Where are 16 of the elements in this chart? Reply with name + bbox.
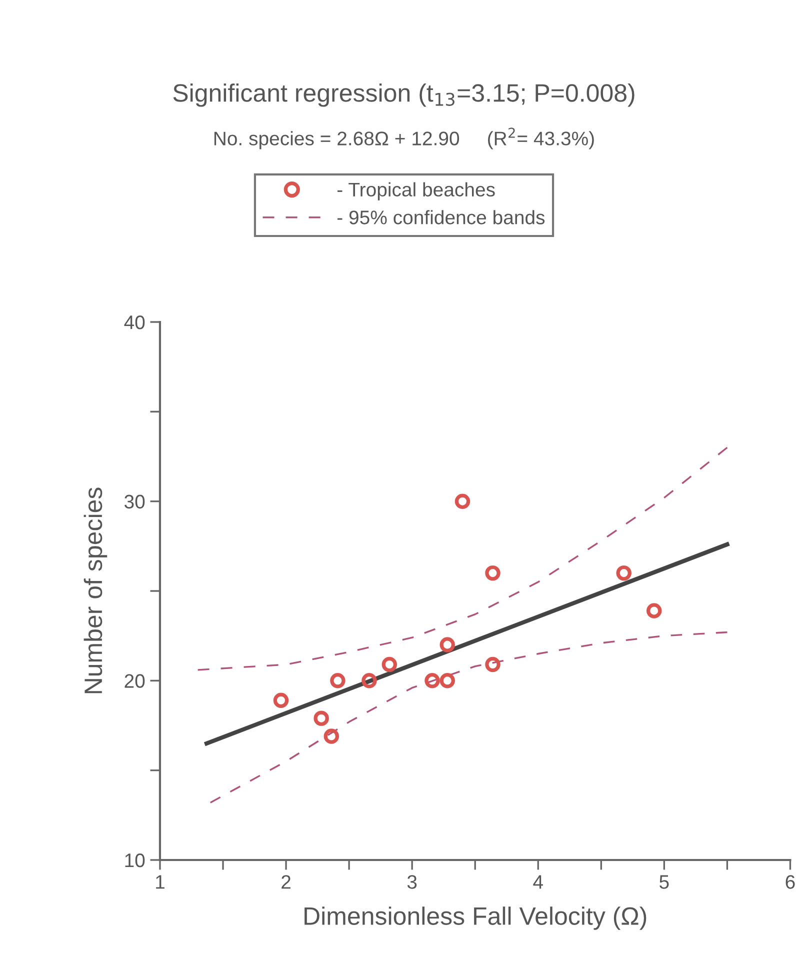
x-tick-label: 1 <box>156 875 164 889</box>
chart-subtitle: No. species = 2.68Ω + 12.90 (R$^{2}$= 43.3%) <box>214 128 594 150</box>
y-axis-title: Number of species <box>84 488 108 694</box>
y-tick-label: 40 <box>124 315 145 330</box>
y-tick-label: 30 <box>124 494 145 509</box>
legend-label: - Tropical beaches <box>338 182 495 200</box>
chart-title: Significant regression (t$_{13}$=3.15; P=0.008) <box>173 83 634 107</box>
legend-label: - 95% confidence bands <box>338 210 545 224</box>
x-tick-label: 5 <box>660 875 669 889</box>
x-axis-title: Dimensionless Fall Velocity (Ω) <box>304 906 646 930</box>
x-tick-label: 4 <box>533 875 543 889</box>
x-tick-label: 2 <box>282 875 290 889</box>
y-tick-label: 10 <box>125 853 145 868</box>
x-tick-label: 6 <box>786 875 795 889</box>
x-tick-label: 3 <box>407 875 417 889</box>
y-tick-label: 20 <box>124 674 145 688</box>
